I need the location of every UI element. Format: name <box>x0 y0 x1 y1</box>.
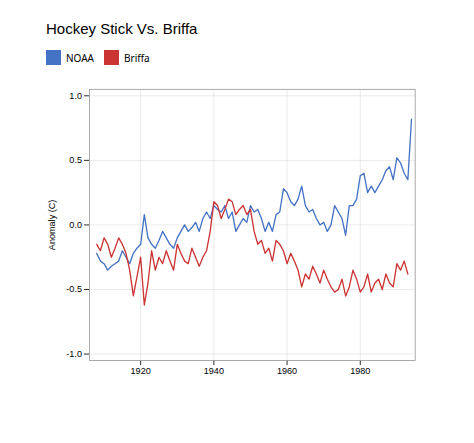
svg-text:1920: 1920 <box>131 366 151 376</box>
svg-text:0.5: 0.5 <box>69 155 82 165</box>
svg-text:0.0: 0.0 <box>69 220 82 230</box>
svg-text:-0.5: -0.5 <box>66 284 82 294</box>
svg-text:1960: 1960 <box>277 366 297 376</box>
html-text:Hockey Stick Vs. Briffa: Hockey Stick Vs. Briffa <box>46 20 198 37</box>
html-text:Briffa: Briffa <box>124 50 150 65</box>
svg-text:Anomaly (C): Anomaly (C) <box>47 200 57 250</box>
svg-text:-1.0: -1.0 <box>66 349 82 359</box>
html-text:NOAA: NOAA <box>66 50 94 65</box>
svg-text:1980: 1980 <box>350 366 370 376</box>
svg-text:1.0: 1.0 <box>69 91 82 101</box>
svg-text:1940: 1940 <box>204 366 224 376</box>
